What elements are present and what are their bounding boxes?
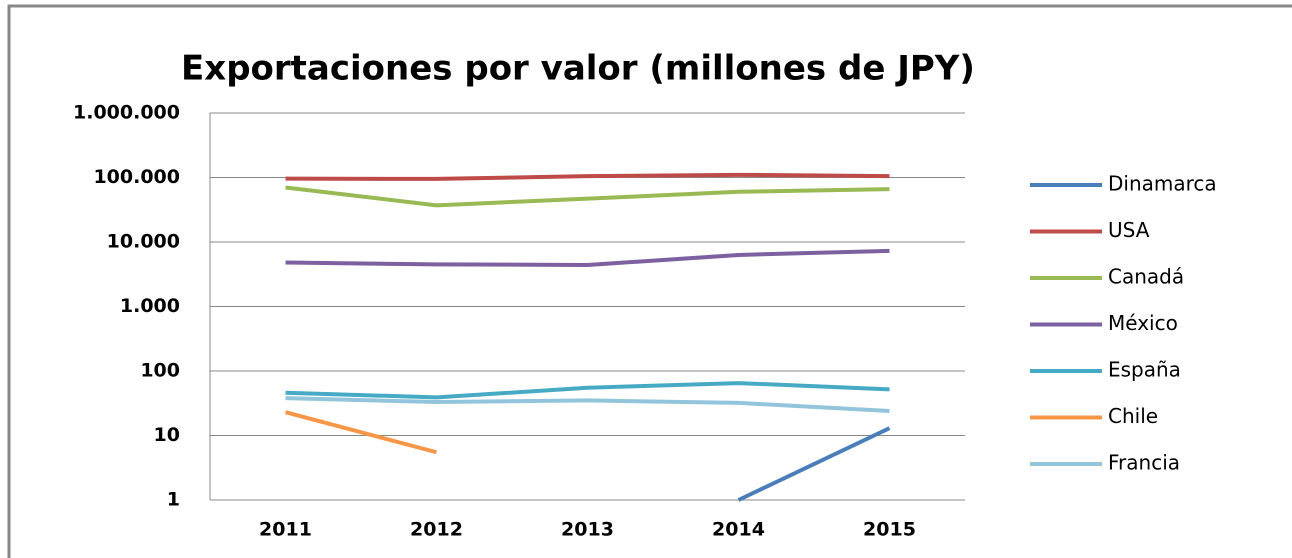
chart-frame (7, 4, 1292, 558)
x-tick-label: 2015 (863, 519, 916, 541)
y-tick-label: 100 (140, 360, 180, 382)
y-tick-label: 100.000 (93, 166, 180, 188)
series-line (285, 172, 890, 181)
x-tick-label: 2014 (712, 519, 765, 541)
legend-label: USA (1108, 218, 1150, 242)
y-tick-label: 1.000.000 (73, 102, 180, 124)
chart-title: Exportaciones por valor (millones de JPY… (181, 49, 975, 89)
legend-label: México (1108, 311, 1178, 335)
y-tick-label: 1 (167, 489, 180, 511)
series-line (285, 396, 890, 413)
x-tick-label: 2011 (259, 519, 312, 541)
x-tick-label: 2012 (410, 519, 463, 541)
legend-label: Chile (1108, 404, 1158, 428)
series-line (284, 410, 438, 455)
legend-label: España (1108, 358, 1181, 382)
y-tick-label: 1.000 (120, 295, 180, 317)
legend-label: Canadá (1108, 265, 1184, 289)
series-line (285, 185, 890, 208)
series-line (737, 426, 891, 502)
series-line (285, 248, 890, 267)
series-line (285, 381, 890, 400)
y-tick-label: 10 (154, 424, 180, 446)
legend-label: Dinamarca (1108, 172, 1217, 196)
legend-label: Francia (1108, 451, 1180, 475)
x-tick-label: 2013 (561, 519, 614, 541)
y-tick-label: 10.000 (107, 231, 180, 253)
